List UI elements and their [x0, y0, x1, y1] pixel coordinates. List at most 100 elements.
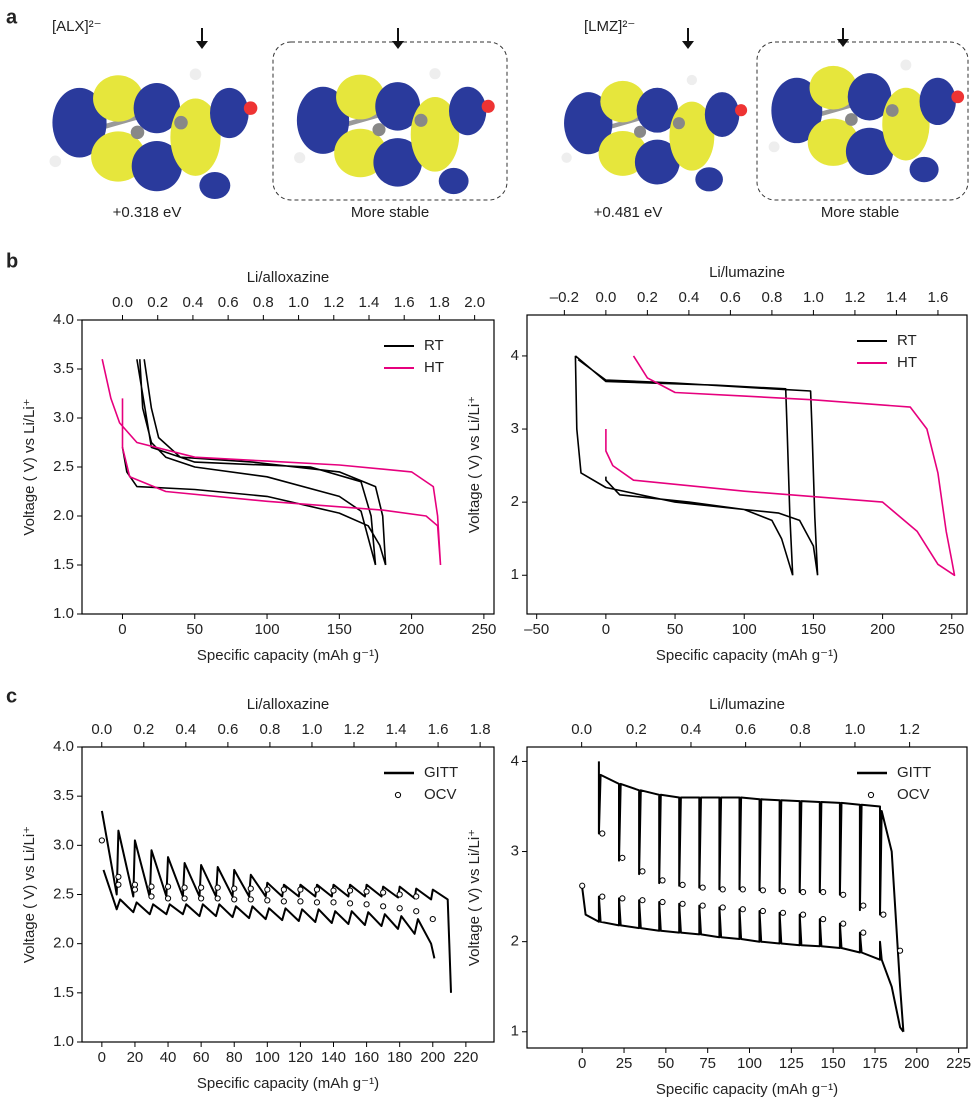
- x2-tick-label: 2.0: [464, 294, 485, 311]
- orbital-image: [294, 68, 495, 194]
- x2-tick-label: 1.6: [928, 289, 949, 306]
- ocv-marker: [331, 888, 336, 893]
- ocv-marker: [347, 888, 352, 893]
- ocv-marker: [149, 894, 154, 899]
- molecule-name: [ALX]²⁻: [52, 18, 102, 35]
- ocv-marker: [620, 855, 625, 860]
- data-line: [582, 761, 903, 1031]
- x-tick-label: 100: [732, 621, 757, 638]
- ocv-marker: [861, 930, 866, 935]
- legend-marker: [868, 792, 873, 797]
- x2-tick-label: 1.6: [428, 721, 449, 738]
- x2-axis-label: Li/alloxazine: [247, 696, 330, 713]
- legend-label: GITT: [897, 764, 931, 781]
- x-tick-label: 100: [737, 1055, 762, 1072]
- x-tick-label: 200: [904, 1055, 929, 1072]
- x2-tick-label: 0.4: [182, 294, 203, 311]
- energy-label: +0.318 eV: [113, 204, 182, 221]
- x-tick-label: –50: [524, 621, 549, 638]
- x2-tick-label: 0.2: [133, 721, 154, 738]
- x2-tick-label: 0.4: [681, 721, 702, 738]
- x2-tick-label: 0.6: [735, 721, 756, 738]
- x2-axis-label: Li/alloxazine: [247, 269, 330, 286]
- ocv-marker: [821, 889, 826, 894]
- ocv-marker: [780, 910, 785, 915]
- x-tick-label: 120: [288, 1049, 313, 1066]
- x-tick-label: 75: [699, 1055, 716, 1072]
- x-tick-label: 225: [946, 1055, 971, 1072]
- x-tick-label: 100: [255, 1049, 280, 1066]
- ocv-marker: [414, 909, 419, 914]
- x-tick-label: 0: [118, 621, 126, 638]
- ocv-marker: [897, 948, 902, 953]
- ocv-marker: [165, 884, 170, 889]
- x-axis-label: Specific capacity (mAh g⁻¹): [656, 1081, 838, 1098]
- ocv-marker: [281, 899, 286, 904]
- ocv-marker: [700, 903, 705, 908]
- y-tick-label: 4: [511, 752, 519, 769]
- x2-tick-label: 0.6: [218, 294, 239, 311]
- x2-tick-label: 1.0: [288, 294, 309, 311]
- ocv-marker: [760, 888, 765, 893]
- legend-label: GITT: [424, 764, 458, 781]
- x-tick-label: 250: [939, 621, 964, 638]
- x-tick-label: 0: [602, 621, 610, 638]
- x-tick-label: 150: [801, 621, 826, 638]
- x-tick-label: 0: [98, 1049, 106, 1066]
- x-tick-label: 50: [658, 1055, 675, 1072]
- y-tick-label: 1: [511, 1023, 519, 1040]
- x2-tick-label: 0.6: [720, 289, 741, 306]
- legend-label: OCV: [424, 786, 457, 803]
- ocv-marker: [364, 889, 369, 894]
- y-tick-label: 1.0: [53, 1033, 74, 1050]
- y-tick-label: 1.5: [53, 984, 74, 1001]
- ocv-marker: [841, 892, 846, 897]
- x2-tick-label: 1.4: [386, 721, 407, 738]
- x-tick-label: 50: [186, 621, 203, 638]
- orbital-image: [561, 75, 747, 192]
- x-axis-label: Specific capacity (mAh g⁻¹): [197, 1075, 379, 1092]
- x-tick-label: 180: [387, 1049, 412, 1066]
- y-tick-label: 4.0: [53, 311, 74, 328]
- y-tick-label: 1.5: [53, 556, 74, 573]
- ocv-marker: [232, 897, 237, 902]
- x2-tick-label: 0.2: [637, 289, 658, 306]
- ocv-marker: [215, 896, 220, 901]
- legend-label: HT: [424, 359, 444, 376]
- ocv-marker: [680, 882, 685, 887]
- panel-label: c: [6, 685, 17, 707]
- ocv-marker: [149, 884, 154, 889]
- x-tick-label: 200: [399, 621, 424, 638]
- ocv-marker: [381, 890, 386, 895]
- ocv-marker: [430, 916, 435, 921]
- y-tick-label: 2.0: [53, 935, 74, 952]
- x2-tick-label: 1.4: [359, 294, 380, 311]
- y-tick-label: 3.0: [53, 409, 74, 426]
- ocv-marker: [215, 885, 220, 890]
- x-tick-label: 150: [821, 1055, 846, 1072]
- y-tick-label: 1.0: [53, 605, 74, 622]
- ocv-marker: [397, 892, 402, 897]
- x2-tick-label: 1.8: [429, 294, 450, 311]
- x2-tick-label: 0.4: [678, 289, 699, 306]
- x-tick-label: 60: [193, 1049, 210, 1066]
- x-tick-label: 220: [453, 1049, 478, 1066]
- ocv-marker: [132, 887, 137, 892]
- ocv-marker: [364, 902, 369, 907]
- x-tick-label: 150: [327, 621, 352, 638]
- arrows: [202, 28, 843, 42]
- ocv-marker: [265, 898, 270, 903]
- x2-tick-label: –0.2: [550, 289, 579, 306]
- x2-tick-label: 0.8: [790, 721, 811, 738]
- x-axis-label: Specific capacity (mAh g⁻¹): [656, 647, 838, 664]
- ocv-marker: [347, 901, 352, 906]
- y-tick-label: 2.5: [53, 458, 74, 475]
- x2-tick-label: 0.4: [175, 721, 196, 738]
- ocv-marker: [199, 885, 204, 890]
- ocv-marker: [248, 897, 253, 902]
- x2-tick-label: 1.2: [323, 294, 344, 311]
- ocv-marker: [800, 889, 805, 894]
- x2-tick-label: 0.2: [147, 294, 168, 311]
- data-line: [102, 811, 451, 993]
- ocv-marker: [314, 900, 319, 905]
